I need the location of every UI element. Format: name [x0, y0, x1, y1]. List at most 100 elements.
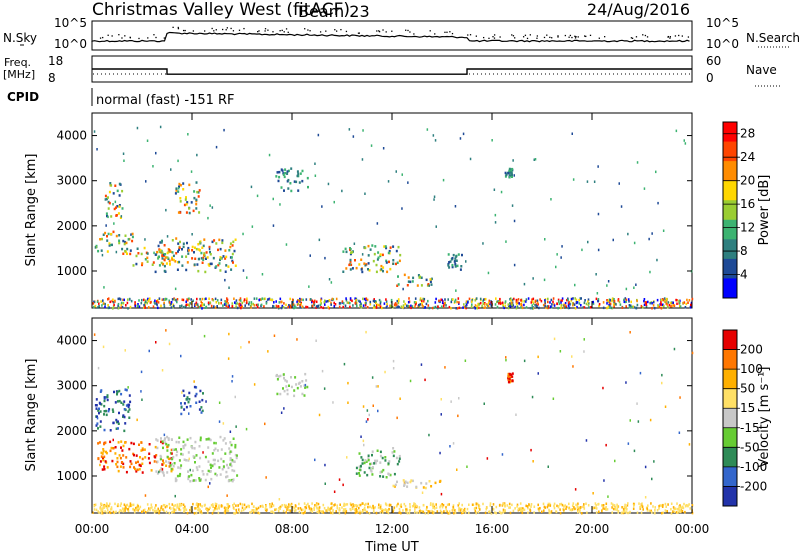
- range-cell: [592, 507, 594, 510]
- range-cell: [178, 185, 180, 188]
- range-cell: [262, 505, 264, 508]
- range-cell: [205, 251, 208, 254]
- range-cell: [146, 503, 149, 506]
- range-cell: [342, 302, 345, 305]
- range-cell: [175, 252, 178, 255]
- range-cell: [156, 446, 159, 450]
- range-cell: [349, 507, 351, 511]
- range-cell: [160, 241, 163, 244]
- noise-dot: [138, 37, 140, 40]
- range-cell: [459, 509, 462, 512]
- range-cell: [446, 510, 448, 513]
- range-cell: [203, 238, 206, 241]
- range-cell: [158, 511, 160, 515]
- range-cell: [112, 203, 114, 206]
- range-cell: [162, 446, 164, 450]
- range-cell: [550, 198, 552, 201]
- range-cell: [137, 509, 139, 512]
- range-cell: [140, 441, 143, 444]
- range-cell: [427, 511, 429, 515]
- range-cell: [213, 462, 216, 466]
- range-cell: [507, 373, 510, 377]
- range-cell: [245, 427, 248, 431]
- range-cell: [283, 407, 285, 410]
- range-cell: [108, 242, 111, 245]
- range-cell: [122, 239, 125, 243]
- range-cell: [173, 510, 175, 514]
- range-cell: [176, 298, 179, 301]
- range-cell: [229, 450, 232, 453]
- range-cell: [235, 425, 237, 428]
- range-cell: [285, 243, 288, 246]
- range-cell: [553, 504, 555, 508]
- range-cell: [544, 301, 546, 304]
- range-cell: [394, 483, 397, 487]
- y-tick-label: 1000: [56, 264, 87, 278]
- range-cell: [170, 467, 173, 471]
- range-cell: [231, 469, 234, 472]
- range-cell: [349, 260, 352, 263]
- range-cell: [144, 304, 146, 307]
- range-cell: [232, 460, 235, 463]
- range-cell: [242, 269, 245, 272]
- range-cell: [197, 191, 200, 194]
- range-cell: [609, 304, 611, 307]
- range-cell: [178, 187, 180, 190]
- range-cell: [203, 504, 206, 507]
- range-cell: [226, 299, 228, 303]
- range-cell: [559, 508, 561, 511]
- range-cell: [602, 386, 604, 390]
- range-cell: [137, 460, 139, 464]
- range-cell: [428, 284, 430, 287]
- range-cell: [336, 507, 339, 510]
- range-cell: [155, 454, 158, 457]
- range-cell: [350, 263, 353, 266]
- range-cell: [510, 171, 513, 175]
- range-cell: [601, 509, 603, 512]
- range-cell: [185, 508, 188, 511]
- range-cell: [616, 505, 619, 509]
- range-cell: [463, 509, 465, 512]
- range-cell: [159, 470, 162, 473]
- range-cell: [236, 454, 238, 457]
- range-cell: [207, 437, 210, 441]
- range-cell: [292, 303, 295, 306]
- range-cell: [662, 229, 665, 232]
- range-cell: [686, 298, 688, 302]
- noise-right-tick-top: 10^5: [706, 16, 739, 30]
- range-cell: [555, 265, 557, 269]
- range-cell: [98, 411, 100, 415]
- range-cell: [194, 394, 197, 398]
- range-cell: [397, 301, 400, 305]
- range-cell: [385, 261, 388, 264]
- range-cell: [511, 173, 513, 176]
- range-cell: [512, 304, 514, 307]
- range-cell: [369, 462, 372, 466]
- range-cell: [629, 331, 631, 334]
- range-cell: [289, 304, 292, 307]
- range-cell: [448, 510, 451, 513]
- range-cell: [293, 509, 296, 513]
- range-cell: [370, 462, 373, 465]
- range-cell: [238, 510, 241, 514]
- range-cell: [560, 256, 562, 259]
- range-cell: [434, 301, 437, 304]
- range-cell: [636, 161, 639, 164]
- range-cell: [97, 442, 100, 445]
- colorbar-tick-label: 24: [740, 150, 755, 164]
- range-cell: [409, 280, 412, 284]
- noise-dot: [177, 26, 179, 29]
- range-cell: [135, 262, 138, 266]
- range-cell: [227, 479, 230, 483]
- range-cell: [113, 390, 115, 394]
- noise-dot: [258, 30, 260, 32]
- range-cell: [104, 198, 107, 201]
- range-cell: [234, 301, 236, 304]
- range-cell: [198, 189, 201, 192]
- range-cell: [195, 511, 198, 515]
- range-cell: [538, 509, 540, 512]
- range-cell: [195, 386, 198, 389]
- freq-line: [92, 68, 692, 75]
